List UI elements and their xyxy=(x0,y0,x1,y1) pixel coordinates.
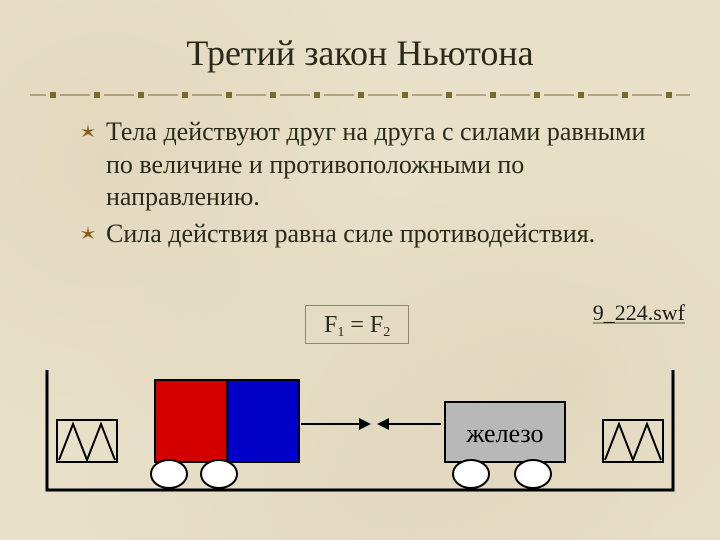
star-icon xyxy=(80,124,96,140)
divider xyxy=(30,92,690,98)
physics-diagram: железо xyxy=(45,360,675,510)
bullet-text: Тела действуют друг на друга с силами ра… xyxy=(106,116,670,214)
iron-label: железо xyxy=(465,419,543,448)
page-title: Третий закон Ньютона xyxy=(0,0,720,92)
swf-link[interactable]: 9_224.swf xyxy=(593,300,685,326)
list-item: Сила действия равна силе противодействия… xyxy=(80,218,670,251)
list-item: Тела действуют друг на друга с силами ра… xyxy=(80,116,670,214)
formula-box: F1 = F2 xyxy=(305,305,409,344)
star-icon xyxy=(80,226,96,242)
bullet-text: Сила действия равна силе противодействия… xyxy=(106,218,595,251)
bullet-list: Тела действуют друг на друга с силами ра… xyxy=(0,116,720,250)
